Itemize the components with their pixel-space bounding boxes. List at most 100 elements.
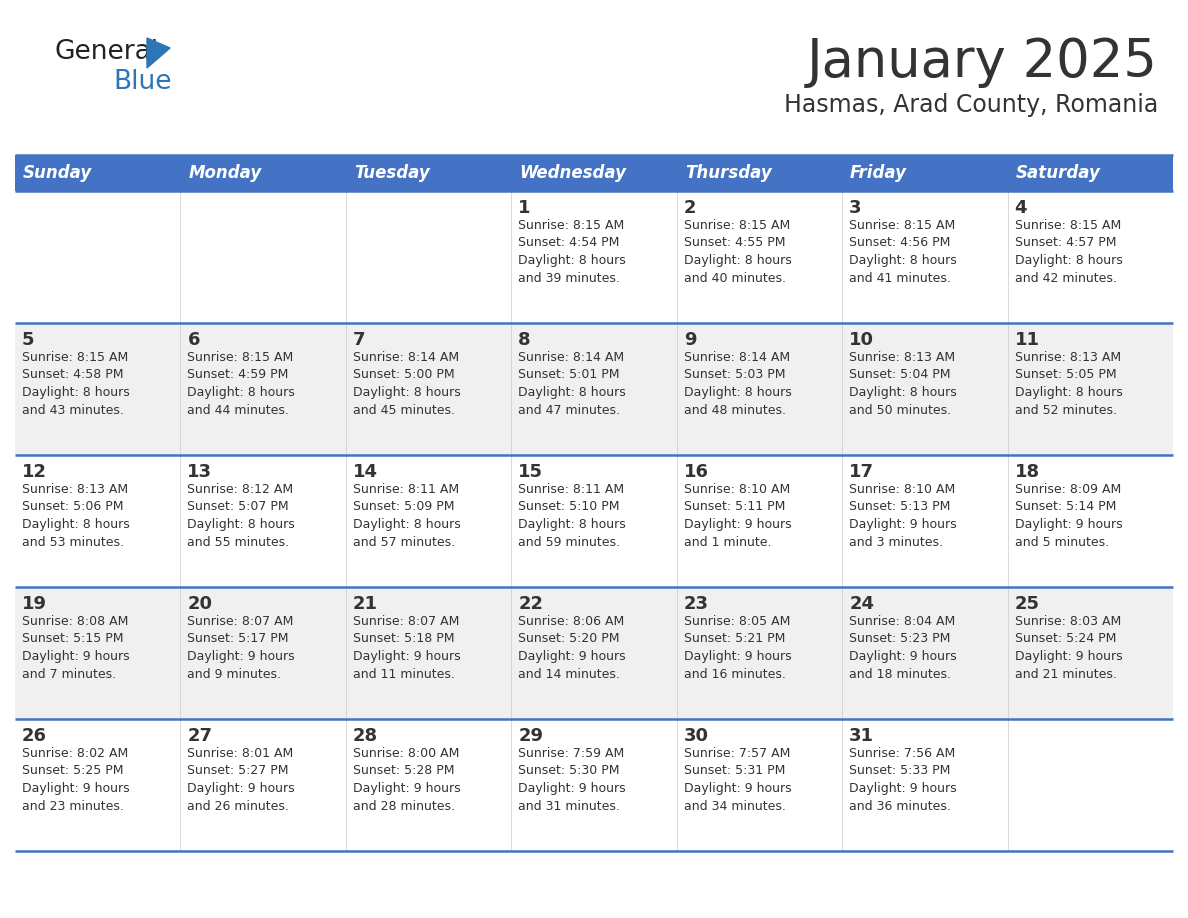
Text: 19: 19 bbox=[23, 595, 48, 613]
Text: 26: 26 bbox=[23, 727, 48, 745]
Text: Sunrise: 8:02 AM
Sunset: 5:25 PM
Daylight: 9 hours
and 23 minutes.: Sunrise: 8:02 AM Sunset: 5:25 PM Dayligh… bbox=[23, 747, 129, 812]
Bar bbox=[842, 719, 1007, 851]
Polygon shape bbox=[147, 38, 170, 68]
Text: General: General bbox=[55, 39, 159, 65]
Bar bbox=[842, 191, 1007, 323]
Bar bbox=[346, 719, 511, 851]
Bar bbox=[15, 455, 181, 587]
Text: Tuesday: Tuesday bbox=[354, 164, 430, 182]
Bar bbox=[677, 719, 842, 851]
Text: Wednesday: Wednesday bbox=[519, 164, 626, 182]
Text: 10: 10 bbox=[849, 331, 874, 349]
Text: 14: 14 bbox=[353, 463, 378, 481]
Text: Sunrise: 8:12 AM
Sunset: 5:07 PM
Daylight: 8 hours
and 55 minutes.: Sunrise: 8:12 AM Sunset: 5:07 PM Dayligh… bbox=[188, 483, 295, 548]
Text: Sunrise: 8:15 AM
Sunset: 4:55 PM
Daylight: 8 hours
and 40 minutes.: Sunrise: 8:15 AM Sunset: 4:55 PM Dayligh… bbox=[684, 219, 791, 285]
Text: 15: 15 bbox=[518, 463, 543, 481]
Text: Sunrise: 8:15 AM
Sunset: 4:54 PM
Daylight: 8 hours
and 39 minutes.: Sunrise: 8:15 AM Sunset: 4:54 PM Dayligh… bbox=[518, 219, 626, 285]
Bar bbox=[181, 323, 346, 455]
Text: Sunrise: 8:09 AM
Sunset: 5:14 PM
Daylight: 9 hours
and 5 minutes.: Sunrise: 8:09 AM Sunset: 5:14 PM Dayligh… bbox=[1015, 483, 1123, 548]
Text: Saturday: Saturday bbox=[1016, 164, 1100, 182]
Bar bbox=[511, 587, 677, 719]
Text: Hasmas, Arad County, Romania: Hasmas, Arad County, Romania bbox=[784, 93, 1158, 117]
Text: Sunrise: 8:08 AM
Sunset: 5:15 PM
Daylight: 9 hours
and 7 minutes.: Sunrise: 8:08 AM Sunset: 5:15 PM Dayligh… bbox=[23, 615, 129, 680]
Text: 22: 22 bbox=[518, 595, 543, 613]
Bar bbox=[842, 455, 1007, 587]
Bar bbox=[511, 455, 677, 587]
Text: 28: 28 bbox=[353, 727, 378, 745]
Text: Sunrise: 8:06 AM
Sunset: 5:20 PM
Daylight: 9 hours
and 14 minutes.: Sunrise: 8:06 AM Sunset: 5:20 PM Dayligh… bbox=[518, 615, 626, 680]
Bar bbox=[511, 323, 677, 455]
Bar bbox=[842, 155, 1007, 191]
Text: Sunrise: 8:11 AM
Sunset: 5:09 PM
Daylight: 8 hours
and 57 minutes.: Sunrise: 8:11 AM Sunset: 5:09 PM Dayligh… bbox=[353, 483, 461, 548]
Text: 16: 16 bbox=[684, 463, 709, 481]
Bar bbox=[511, 191, 677, 323]
Bar bbox=[677, 155, 842, 191]
Bar bbox=[677, 191, 842, 323]
Bar bbox=[181, 191, 346, 323]
Text: 25: 25 bbox=[1015, 595, 1040, 613]
Bar bbox=[1007, 719, 1173, 851]
Text: 21: 21 bbox=[353, 595, 378, 613]
Text: Thursday: Thursday bbox=[684, 164, 771, 182]
Text: Sunrise: 8:13 AM
Sunset: 5:04 PM
Daylight: 8 hours
and 50 minutes.: Sunrise: 8:13 AM Sunset: 5:04 PM Dayligh… bbox=[849, 351, 956, 417]
Text: Sunrise: 7:56 AM
Sunset: 5:33 PM
Daylight: 9 hours
and 36 minutes.: Sunrise: 7:56 AM Sunset: 5:33 PM Dayligh… bbox=[849, 747, 956, 812]
Text: 7: 7 bbox=[353, 331, 366, 349]
Text: 30: 30 bbox=[684, 727, 709, 745]
Bar bbox=[346, 155, 511, 191]
Bar bbox=[346, 455, 511, 587]
Text: Sunrise: 8:15 AM
Sunset: 4:57 PM
Daylight: 8 hours
and 42 minutes.: Sunrise: 8:15 AM Sunset: 4:57 PM Dayligh… bbox=[1015, 219, 1123, 285]
Bar bbox=[511, 719, 677, 851]
Text: Sunrise: 8:14 AM
Sunset: 5:03 PM
Daylight: 8 hours
and 48 minutes.: Sunrise: 8:14 AM Sunset: 5:03 PM Dayligh… bbox=[684, 351, 791, 417]
Bar bbox=[677, 323, 842, 455]
Text: 11: 11 bbox=[1015, 331, 1040, 349]
Text: Sunday: Sunday bbox=[23, 164, 93, 182]
Text: Sunrise: 8:07 AM
Sunset: 5:18 PM
Daylight: 9 hours
and 11 minutes.: Sunrise: 8:07 AM Sunset: 5:18 PM Dayligh… bbox=[353, 615, 461, 680]
Text: 9: 9 bbox=[684, 331, 696, 349]
Bar bbox=[181, 155, 346, 191]
Bar bbox=[842, 323, 1007, 455]
Text: 31: 31 bbox=[849, 727, 874, 745]
Text: Blue: Blue bbox=[113, 69, 171, 95]
Text: 20: 20 bbox=[188, 595, 213, 613]
Text: Sunrise: 8:13 AM
Sunset: 5:06 PM
Daylight: 8 hours
and 53 minutes.: Sunrise: 8:13 AM Sunset: 5:06 PM Dayligh… bbox=[23, 483, 129, 548]
Bar bbox=[1007, 587, 1173, 719]
Bar bbox=[15, 587, 181, 719]
Bar bbox=[1007, 323, 1173, 455]
Bar bbox=[181, 455, 346, 587]
Text: Sunrise: 8:04 AM
Sunset: 5:23 PM
Daylight: 9 hours
and 18 minutes.: Sunrise: 8:04 AM Sunset: 5:23 PM Dayligh… bbox=[849, 615, 956, 680]
Text: 13: 13 bbox=[188, 463, 213, 481]
Text: 6: 6 bbox=[188, 331, 200, 349]
Text: January 2025: January 2025 bbox=[807, 36, 1158, 88]
Bar bbox=[842, 587, 1007, 719]
Text: 12: 12 bbox=[23, 463, 48, 481]
Text: 24: 24 bbox=[849, 595, 874, 613]
Text: 23: 23 bbox=[684, 595, 709, 613]
Bar bbox=[15, 155, 181, 191]
Text: Sunrise: 8:10 AM
Sunset: 5:13 PM
Daylight: 9 hours
and 3 minutes.: Sunrise: 8:10 AM Sunset: 5:13 PM Dayligh… bbox=[849, 483, 956, 548]
Text: Sunrise: 8:15 AM
Sunset: 4:59 PM
Daylight: 8 hours
and 44 minutes.: Sunrise: 8:15 AM Sunset: 4:59 PM Dayligh… bbox=[188, 351, 295, 417]
Text: 29: 29 bbox=[518, 727, 543, 745]
Text: 4: 4 bbox=[1015, 199, 1028, 217]
Text: Sunrise: 8:05 AM
Sunset: 5:21 PM
Daylight: 9 hours
and 16 minutes.: Sunrise: 8:05 AM Sunset: 5:21 PM Dayligh… bbox=[684, 615, 791, 680]
Text: Sunrise: 8:03 AM
Sunset: 5:24 PM
Daylight: 9 hours
and 21 minutes.: Sunrise: 8:03 AM Sunset: 5:24 PM Dayligh… bbox=[1015, 615, 1123, 680]
Text: 18: 18 bbox=[1015, 463, 1040, 481]
Bar bbox=[181, 587, 346, 719]
Bar bbox=[15, 323, 181, 455]
Text: 3: 3 bbox=[849, 199, 861, 217]
Text: Sunrise: 8:01 AM
Sunset: 5:27 PM
Daylight: 9 hours
and 26 minutes.: Sunrise: 8:01 AM Sunset: 5:27 PM Dayligh… bbox=[188, 747, 295, 812]
Text: Sunrise: 8:10 AM
Sunset: 5:11 PM
Daylight: 9 hours
and 1 minute.: Sunrise: 8:10 AM Sunset: 5:11 PM Dayligh… bbox=[684, 483, 791, 548]
Bar bbox=[677, 455, 842, 587]
Bar bbox=[181, 719, 346, 851]
Text: Sunrise: 8:11 AM
Sunset: 5:10 PM
Daylight: 8 hours
and 59 minutes.: Sunrise: 8:11 AM Sunset: 5:10 PM Dayligh… bbox=[518, 483, 626, 548]
Text: Sunrise: 8:07 AM
Sunset: 5:17 PM
Daylight: 9 hours
and 9 minutes.: Sunrise: 8:07 AM Sunset: 5:17 PM Dayligh… bbox=[188, 615, 295, 680]
Text: 27: 27 bbox=[188, 727, 213, 745]
Text: 17: 17 bbox=[849, 463, 874, 481]
Text: Sunrise: 8:00 AM
Sunset: 5:28 PM
Daylight: 9 hours
and 28 minutes.: Sunrise: 8:00 AM Sunset: 5:28 PM Dayligh… bbox=[353, 747, 461, 812]
Bar bbox=[1007, 455, 1173, 587]
Text: Sunrise: 8:15 AM
Sunset: 4:58 PM
Daylight: 8 hours
and 43 minutes.: Sunrise: 8:15 AM Sunset: 4:58 PM Dayligh… bbox=[23, 351, 129, 417]
Bar bbox=[511, 155, 677, 191]
Text: Monday: Monday bbox=[189, 164, 261, 182]
Text: Sunrise: 8:13 AM
Sunset: 5:05 PM
Daylight: 8 hours
and 52 minutes.: Sunrise: 8:13 AM Sunset: 5:05 PM Dayligh… bbox=[1015, 351, 1123, 417]
Bar bbox=[346, 587, 511, 719]
Bar bbox=[15, 719, 181, 851]
